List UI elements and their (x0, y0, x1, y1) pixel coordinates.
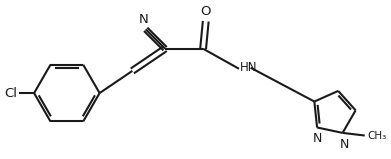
Text: N: N (340, 138, 350, 151)
Text: HN: HN (240, 61, 257, 74)
Text: Cl: Cl (4, 87, 17, 100)
Text: N: N (312, 132, 322, 145)
Text: CH₃: CH₃ (367, 131, 386, 141)
Text: N: N (139, 13, 149, 26)
Text: O: O (201, 5, 211, 17)
